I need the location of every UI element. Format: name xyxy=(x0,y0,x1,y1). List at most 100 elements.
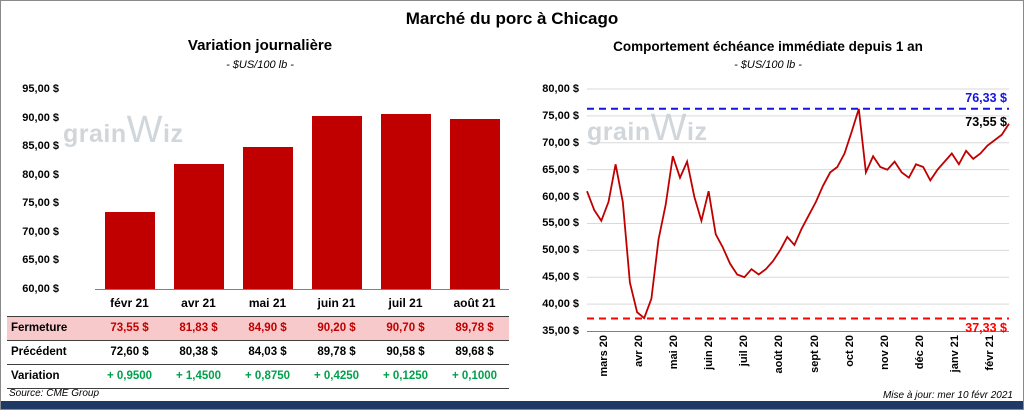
watermark-part: iz xyxy=(163,120,184,148)
line-y-tick-label: 75,00 $ xyxy=(542,109,579,122)
bar xyxy=(311,116,362,289)
table-cell: + 1,4500 xyxy=(175,370,222,382)
line-y-tick-label: 40,00 $ xyxy=(542,298,579,311)
x-axis-label: août 20 xyxy=(773,335,786,374)
bar-chart-subtitle: - $US/100 lb - xyxy=(226,59,294,71)
update-note: Mise à jour: mer 10 févr 2021 xyxy=(882,390,1013,401)
grainwiz-watermark: grainWiz xyxy=(63,109,183,152)
x-axis-label: juin 20 xyxy=(703,335,716,370)
line-chart-svg xyxy=(586,88,1010,320)
bar-y-tick-label: 75,00 $ xyxy=(22,197,59,210)
table-cell: 89,78 $ xyxy=(455,322,494,334)
line-plot: grainWiz 76,33 $ 73,55 $ 37,33 $ xyxy=(586,88,1010,336)
bar xyxy=(242,146,293,289)
x-axis-label: mars 20 xyxy=(597,335,610,377)
table-cell: 90,70 $ xyxy=(386,322,425,334)
low-value-label: 37,33 $ xyxy=(965,321,1007,336)
grainwiz-watermark: grainWiz xyxy=(587,107,707,150)
line-x-axis: mars 20 avr 20 mai 20 juin 20 juil 20 août 20… xyxy=(587,333,1009,393)
bar-slot xyxy=(371,89,440,289)
source-note: Source: CME Group xyxy=(9,388,100,399)
bar-y-axis: 95,00 $ 90,00 $ 85,00 $ 80,00 $ 75,00 $ 70,00… xyxy=(7,83,59,295)
x-axis-label: janv 21 xyxy=(949,335,962,373)
table-cell: + 0,1000 xyxy=(451,370,498,382)
bar-chart-title: Variation journalière xyxy=(187,37,333,54)
page-title: Marché du porc à Chicago xyxy=(405,9,619,28)
x-axis-label: déc 20 xyxy=(914,335,927,370)
table-cell: + 0,4250 xyxy=(313,370,360,382)
table-row: Variation + 0,9500 + 1,4500 + 0,8750 + 0,425… xyxy=(7,365,509,389)
category-label: mai 21 xyxy=(248,296,287,310)
price-series-line xyxy=(586,108,1010,320)
table-cell: 84,03 $ xyxy=(248,346,287,358)
table-cell: 89,78 $ xyxy=(317,346,356,358)
bottom-accent-bar xyxy=(1,401,1023,409)
bar xyxy=(380,113,431,289)
bar-y-tick-label: 80,00 $ xyxy=(22,168,59,181)
bar-slot xyxy=(440,89,509,289)
table-cell: 90,20 $ xyxy=(317,322,356,334)
x-axis-label: févr 21 xyxy=(984,335,997,371)
line-y-tick-label: 60,00 $ xyxy=(542,190,579,203)
bar xyxy=(173,164,224,289)
table-cell: + 0,1250 xyxy=(382,370,429,382)
bar-y-tick-label: 60,00 $ xyxy=(22,283,59,295)
table-cell: + 0,9500 xyxy=(106,370,153,382)
bar-y-tick-label: 95,00 $ xyxy=(22,83,59,95)
table-row: Fermeture 73,55 $ 81,83 $ 84,90 $ 90,20 $ 90,… xyxy=(7,316,509,341)
bar-slot xyxy=(233,89,302,289)
bar-y-tick-label: 65,00 $ xyxy=(22,254,59,267)
category-row: févr 21 avr 21 mai 21 juin 21 juil 21 août 21 xyxy=(7,290,509,316)
table-cell: + 0,8750 xyxy=(244,370,291,382)
x-axis-label: nov 20 xyxy=(878,335,891,370)
line-y-tick-label: 55,00 $ xyxy=(542,217,579,230)
line-y-tick-label: 50,00 $ xyxy=(542,244,579,257)
line-chart-title: Comportement échéance immédiate depuis 1… xyxy=(613,39,923,54)
line-y-tick-label: 80,00 $ xyxy=(542,83,579,95)
x-axis-label: avr 20 xyxy=(632,335,645,367)
table-cell: 72,60 $ xyxy=(110,346,149,358)
category-label: avr 21 xyxy=(181,296,216,310)
line-y-tick-label: 70,00 $ xyxy=(542,136,579,149)
line-y-tick-label: 65,00 $ xyxy=(542,163,579,176)
high-value-label: 76,33 $ xyxy=(965,90,1007,105)
table-cell: 73,55 $ xyxy=(110,322,149,334)
bar-y-tick-label: 70,00 $ xyxy=(22,225,59,238)
category-label: févr 21 xyxy=(110,296,149,310)
bar-y-tick-label: 85,00 $ xyxy=(22,140,59,153)
watermark-part: grain xyxy=(587,118,651,146)
watermark-w: W xyxy=(126,109,163,151)
line-y-axis: 80,00 $ 75,00 $ 70,00 $ 65,00 $ 60,00 $ 55,00… xyxy=(517,83,579,337)
table-cell: 80,38 $ xyxy=(179,346,218,358)
row-label: Fermeture xyxy=(11,322,68,334)
bar-slot xyxy=(164,89,233,289)
table-cell: 89,68 $ xyxy=(455,346,494,358)
category-label: août 21 xyxy=(453,296,496,310)
watermark-part: iz xyxy=(687,118,708,146)
line-y-tick-label: 45,00 $ xyxy=(542,271,579,284)
category-label: juin 21 xyxy=(317,296,356,310)
line-y-tick-label: 35,00 $ xyxy=(542,325,579,337)
bar-plot xyxy=(95,89,509,290)
daily-variation-panel: Variation journalière - $US/100 lb - gra… xyxy=(7,1,513,401)
bar-slot xyxy=(95,89,164,289)
summary-table: Fermeture 73,55 $ 81,83 $ 84,90 $ 90,20 $ 90,… xyxy=(7,316,509,389)
row-label: Variation xyxy=(11,370,60,382)
bar-y-tick-label: 90,00 $ xyxy=(22,111,59,124)
x-axis-label: mai 20 xyxy=(667,335,680,370)
bar xyxy=(104,211,155,289)
row-label: Précédent xyxy=(11,346,67,358)
table-cell: 81,83 $ xyxy=(179,322,218,334)
bar-slot xyxy=(302,89,371,289)
last-value-label: 73,55 $ xyxy=(965,114,1007,129)
immediate-maturity-panel: Comportement échéance immédiate depuis 1… xyxy=(517,1,1019,401)
x-axis-label: sept 20 xyxy=(808,335,821,373)
table-cell: 90,58 $ xyxy=(386,346,425,358)
table-row: Précédent 72,60 $ 80,38 $ 84,03 $ 89,78 $ 90,… xyxy=(7,341,509,365)
category-spacer xyxy=(7,290,95,316)
category-label: juil 21 xyxy=(388,296,423,310)
table-cell: 84,90 $ xyxy=(248,322,287,334)
watermark-w: W xyxy=(650,107,687,149)
bar xyxy=(449,118,500,289)
